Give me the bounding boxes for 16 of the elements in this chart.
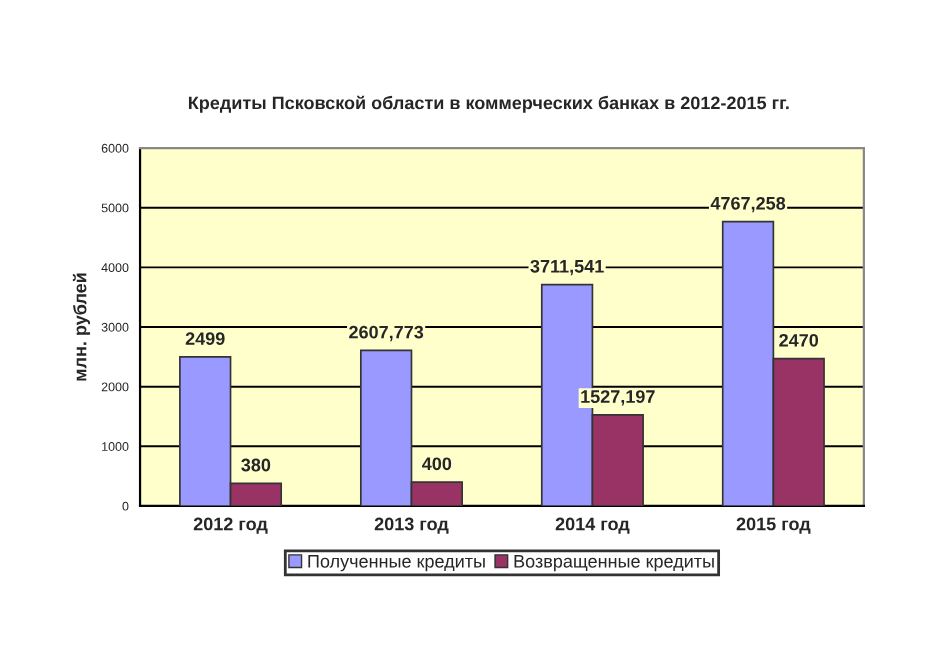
data-label: 380 — [241, 458, 271, 472]
data-label: 1527,197 — [581, 390, 655, 406]
data-label: 400 — [422, 457, 452, 471]
x-tick-label: 2015 год — [736, 517, 811, 534]
legend-label: Полученные кредиты — [308, 555, 485, 572]
data-label: 2470 — [779, 333, 819, 347]
data-label: 3711,541 — [530, 259, 604, 276]
data-label: 2607,773 — [349, 325, 424, 342]
x-tick-label: 2012 год — [193, 517, 268, 534]
data-label: 2499 — [185, 332, 225, 345]
y-axis-title: млн. рублей — [72, 273, 91, 381]
chart-title: Кредиты Псковской области в коммерческих банках в 2012-2015 гг. — [188, 95, 789, 113]
x-tick-label: 2014 год — [555, 517, 630, 534]
x-tick-label: 2013 год — [374, 517, 449, 534]
data-label: 4767,258 — [710, 196, 786, 213]
legend-label: Возвращенные кредиты — [514, 555, 714, 572]
